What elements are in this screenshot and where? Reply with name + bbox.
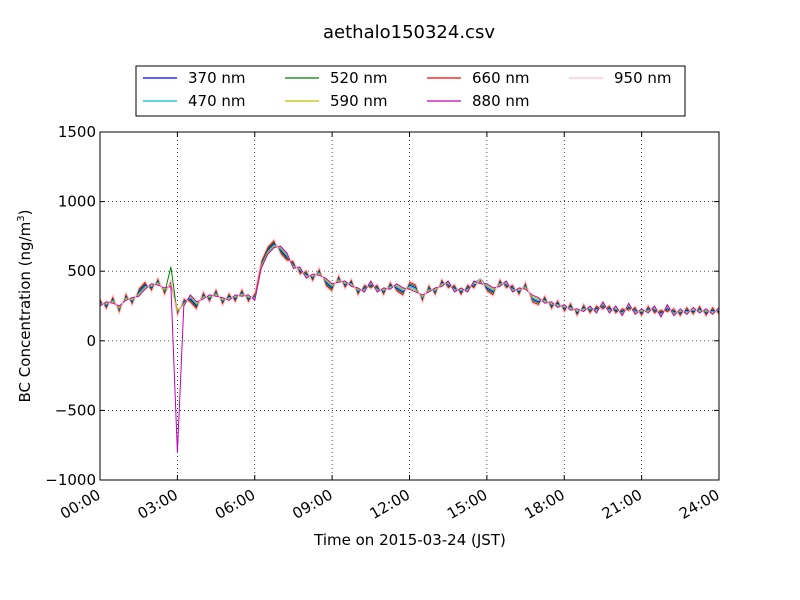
x-axis-label: Time on 2015-03-24 (JST) xyxy=(313,531,506,549)
x-tick-label: 18:00 xyxy=(521,486,567,523)
y-tick-label: −1000 xyxy=(45,471,96,489)
legend: 370 nm 470 nm 520 nm 590 nm 660 nm 880 nm 950 … xyxy=(135,65,686,117)
legend-box xyxy=(135,65,686,117)
legend-label: 370 nm xyxy=(188,69,246,87)
x-tick-label: 06:00 xyxy=(212,486,258,523)
series-line-950-nm xyxy=(99,238,720,318)
series-line-470-nm xyxy=(99,244,720,315)
x-tick-label: 09:00 xyxy=(289,486,335,523)
legend-label: 660 nm xyxy=(472,69,530,87)
x-tick-label: 00:00 xyxy=(57,486,103,523)
y-axis-label: BC Concentration (ng/m3) xyxy=(16,210,34,403)
legend-label: 470 nm xyxy=(188,92,246,110)
legend-label: 880 nm xyxy=(472,92,530,110)
x-tick-label: 12:00 xyxy=(367,486,413,523)
legend-label: 520 nm xyxy=(330,69,388,87)
y-tick-label: 500 xyxy=(67,262,96,280)
x-tick-label: 03:00 xyxy=(135,486,181,523)
x-tick-label: 24:00 xyxy=(676,486,722,523)
y-axis-label-superscript: 3 xyxy=(16,215,27,221)
legend-label: 950 nm xyxy=(614,69,672,87)
legend-label: 590 nm xyxy=(330,92,388,110)
series-lines xyxy=(99,238,720,453)
y-tick-label: 1000 xyxy=(58,193,96,211)
y-tick-label: −500 xyxy=(55,401,96,419)
x-axis: 00:00 03:00 06:00 09:00 12:00 15:00 18:00 21:00… xyxy=(57,132,723,523)
x-tick-label: 15:00 xyxy=(444,486,490,523)
y-tick-label: 0 xyxy=(86,332,96,350)
y-axis-label-close: ) xyxy=(16,210,34,216)
chart-title: aethalo150324.csv xyxy=(323,22,495,43)
y-tick-label: 1500 xyxy=(58,123,96,141)
x-tick-label: 21:00 xyxy=(599,486,645,523)
series-line-370-nm xyxy=(99,242,720,314)
series-line-880-nm xyxy=(99,245,720,453)
series-line-520-nm xyxy=(99,241,720,315)
y-axis-label-main: BC Concentration (ng/m xyxy=(16,222,34,403)
series-line-590-nm xyxy=(99,245,720,317)
y-axis: −1000 −500 0 500 1000 1500 xyxy=(45,123,719,489)
